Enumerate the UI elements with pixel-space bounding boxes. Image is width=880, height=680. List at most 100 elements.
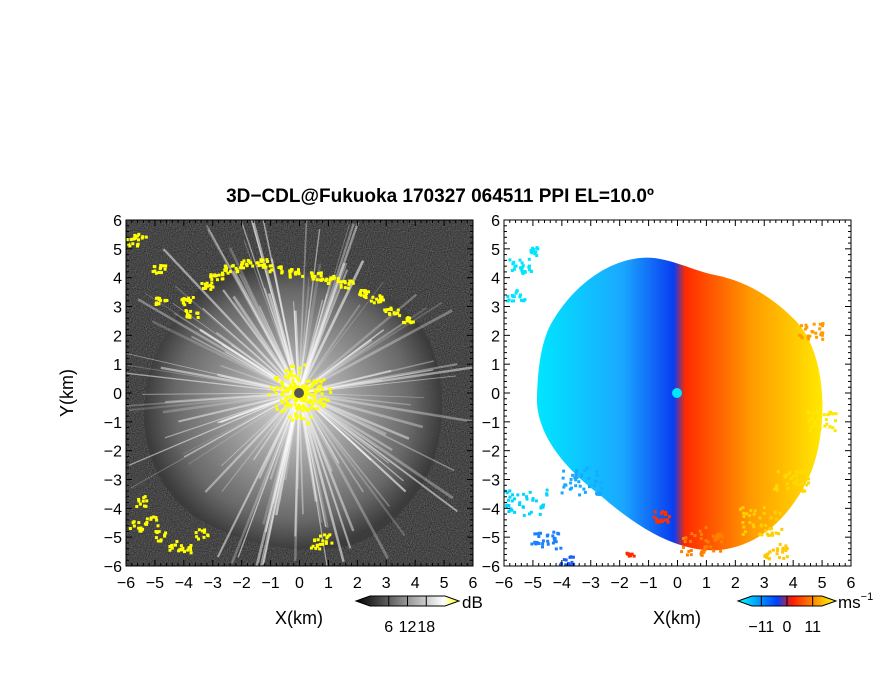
velocity-pixel bbox=[699, 552, 703, 556]
yellow-pixel bbox=[128, 244, 132, 248]
yellow-pixel bbox=[301, 397, 305, 401]
velocity-pixel bbox=[741, 532, 745, 536]
velocity-pixel bbox=[596, 492, 600, 496]
yellow-pixel bbox=[189, 548, 193, 552]
streak bbox=[137, 298, 300, 395]
yellow-pixel bbox=[328, 533, 332, 537]
velocity-pixel bbox=[579, 475, 583, 479]
yellow-pixel bbox=[327, 281, 331, 285]
velocity-pixel bbox=[592, 484, 596, 488]
velocity-pixel bbox=[570, 486, 573, 490]
yellow-pixel bbox=[133, 237, 137, 241]
velocity-pixel bbox=[660, 519, 664, 523]
velocity-pixel bbox=[818, 322, 822, 326]
velocity-pixel bbox=[551, 541, 555, 545]
streak bbox=[298, 392, 340, 464]
yellow-pixel bbox=[362, 289, 366, 293]
yellow-pixel bbox=[301, 404, 305, 408]
yellow-pixel bbox=[155, 518, 159, 522]
velocity-pixel bbox=[578, 493, 582, 497]
y-tick-label: −6 bbox=[482, 559, 500, 576]
velocity-pixel bbox=[820, 333, 824, 337]
yellow-pixel bbox=[291, 381, 295, 385]
yellow-pixel bbox=[202, 535, 206, 539]
velocity-pixel bbox=[599, 481, 603, 485]
x-tick-label: 2 bbox=[731, 575, 740, 592]
yellow-pixel bbox=[286, 369, 289, 373]
yellow-pixel bbox=[298, 366, 302, 370]
yellow-pixel bbox=[211, 285, 215, 289]
velocity-pixel bbox=[720, 535, 724, 539]
velocity-pixel bbox=[741, 506, 745, 510]
yellow-pixel bbox=[203, 528, 207, 532]
x-tick-label: −1 bbox=[261, 575, 279, 592]
velocity-pixel bbox=[682, 537, 685, 540]
velocity-pixel bbox=[799, 470, 803, 474]
yellow-pixel bbox=[318, 542, 322, 546]
yellow-pixel bbox=[302, 417, 306, 421]
streak bbox=[298, 392, 406, 537]
yellow-pixel bbox=[405, 319, 409, 323]
y-tick-label: −4 bbox=[482, 501, 500, 518]
colorbar-unit: dB bbox=[462, 593, 483, 612]
velocity-pixel bbox=[541, 539, 545, 543]
yellow-pixel bbox=[284, 404, 288, 408]
velocity-pixel bbox=[741, 521, 745, 525]
x-tick-label: 3 bbox=[760, 575, 769, 592]
velocity-pixel bbox=[809, 425, 813, 429]
yellow-pixel bbox=[191, 296, 195, 299]
y-tick-label: 4 bbox=[113, 271, 122, 288]
yellow-pixel bbox=[144, 235, 148, 239]
velocity-pixel bbox=[506, 498, 510, 502]
velocity-pixel bbox=[570, 560, 574, 564]
yellow-pixel bbox=[151, 270, 155, 273]
velocity-pixel bbox=[531, 497, 535, 501]
velocity-pixel bbox=[776, 547, 780, 551]
velocity-pixel bbox=[713, 538, 717, 542]
yellow-pixel bbox=[137, 499, 141, 503]
x-tick-label: −2 bbox=[611, 575, 629, 592]
velocity-pixel bbox=[703, 548, 707, 552]
yellow-pixel bbox=[189, 551, 193, 555]
yellow-pixel bbox=[154, 303, 158, 306]
yellow-pixel bbox=[313, 407, 317, 411]
colorbar-tick-label: 6 bbox=[384, 619, 393, 636]
yellow-pixel bbox=[160, 264, 164, 268]
yellow-pixel bbox=[279, 265, 283, 269]
velocity-pixel bbox=[541, 542, 545, 546]
yellow-pixel bbox=[187, 546, 191, 550]
yellow-pixel bbox=[137, 521, 141, 525]
yellow-pixel bbox=[286, 376, 290, 380]
yellow-pixel bbox=[154, 536, 158, 540]
yellow-pixel bbox=[280, 410, 284, 413]
yellow-pixel bbox=[240, 263, 243, 267]
velocity-pixel bbox=[684, 536, 688, 540]
yellow-pixel bbox=[323, 533, 327, 537]
yellow-pixel bbox=[145, 517, 149, 521]
velocity-pixel bbox=[520, 266, 524, 269]
velocity-pixel bbox=[512, 299, 515, 303]
velocity-pixel bbox=[537, 542, 541, 545]
velocity-pixel bbox=[538, 512, 542, 516]
yellow-pixel bbox=[306, 421, 310, 425]
velocity-pixel bbox=[811, 330, 815, 334]
yellow-pixel bbox=[396, 311, 400, 315]
yellow-pixel bbox=[313, 274, 317, 278]
velocity-pixel bbox=[769, 516, 773, 520]
velocity-pixel bbox=[574, 473, 578, 477]
velocity-pixel bbox=[525, 495, 529, 499]
velocity-pixel bbox=[661, 510, 664, 513]
velocity-pixel bbox=[530, 542, 534, 546]
streak bbox=[298, 301, 443, 394]
velocity-pixel bbox=[574, 471, 578, 475]
velocity-pixel bbox=[518, 258, 522, 262]
yellow-pixel bbox=[200, 529, 204, 533]
x-tick-label: 5 bbox=[818, 575, 827, 592]
streak bbox=[264, 392, 300, 533]
streak bbox=[298, 391, 454, 500]
yellow-pixel bbox=[319, 402, 323, 406]
velocity-pixel bbox=[534, 250, 538, 254]
yellow-pixel bbox=[325, 536, 329, 540]
velocity-pixel bbox=[690, 532, 694, 536]
yellow-pixel bbox=[363, 290, 367, 294]
